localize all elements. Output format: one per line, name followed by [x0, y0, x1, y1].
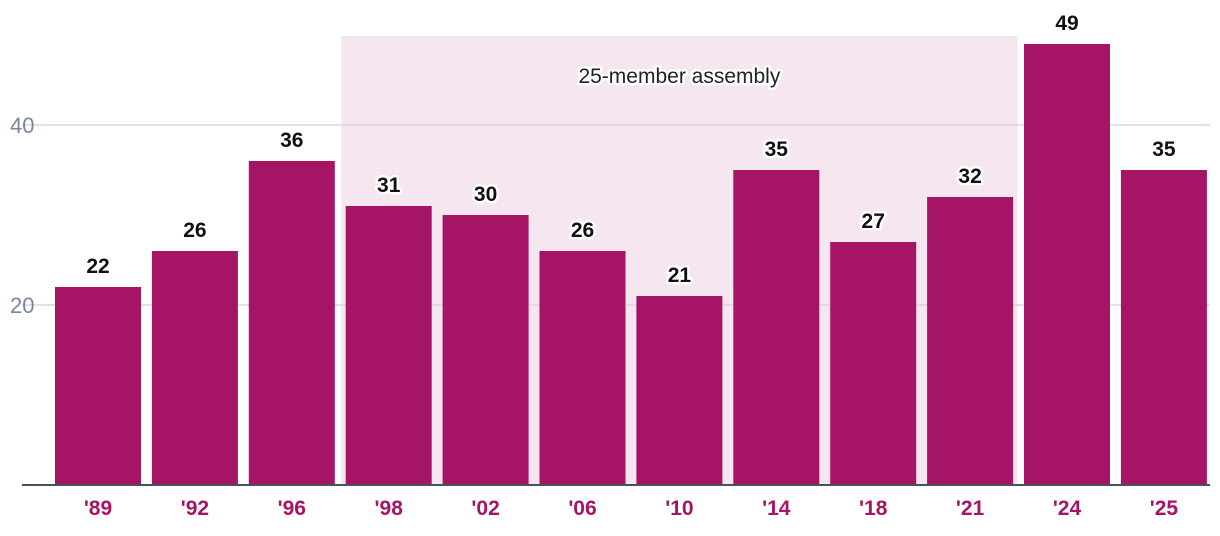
y-tick-label: 20: [10, 293, 34, 318]
category-label: '10: [665, 497, 693, 520]
bars: [55, 44, 1207, 485]
category-label: '25: [1150, 497, 1179, 520]
bar: [636, 296, 723, 485]
category-label: '06: [568, 497, 596, 520]
value-label: 26: [571, 219, 594, 242]
category-label: '21: [956, 497, 985, 520]
value-label: 22: [86, 255, 109, 278]
bar: [1024, 44, 1110, 485]
value-label: 27: [862, 210, 885, 233]
bar: [345, 206, 432, 485]
value-label: 31: [377, 174, 401, 197]
category-label: '98: [375, 497, 404, 520]
category-label: '96: [278, 497, 306, 520]
category-label: '02: [471, 497, 499, 520]
value-label: 32: [958, 165, 981, 188]
bar: [55, 287, 141, 485]
bar: [830, 242, 917, 485]
category-labels: '89 '92 '96 '98 '02 '06 '10 '14 '18 '21 '24 '25: [84, 497, 1179, 520]
value-label: 36: [280, 129, 303, 152]
value-label: 49: [1055, 12, 1078, 35]
category-label: '89: [84, 497, 112, 520]
category-label: '14: [762, 497, 791, 520]
value-labels: 22 26 36 31 30 26 21 35 27 32 49 35: [84, 10, 1179, 290]
bar: [539, 251, 626, 485]
category-label: '18: [859, 497, 888, 520]
y-tick-label: 40: [10, 113, 34, 138]
bar: [927, 197, 1014, 485]
bar: [248, 161, 335, 485]
bar: [442, 215, 529, 485]
value-label: 35: [765, 138, 789, 161]
bar: [151, 251, 238, 485]
value-label: 35: [1152, 138, 1176, 161]
value-label: 21: [668, 264, 692, 287]
category-label: '24: [1053, 497, 1082, 520]
annotation-label: 25-member assembly: [578, 65, 780, 88]
category-label: '92: [181, 497, 209, 520]
value-label: 30: [474, 183, 497, 206]
bar: [733, 170, 820, 485]
bar: [1120, 170, 1207, 485]
value-label: 26: [183, 219, 206, 242]
